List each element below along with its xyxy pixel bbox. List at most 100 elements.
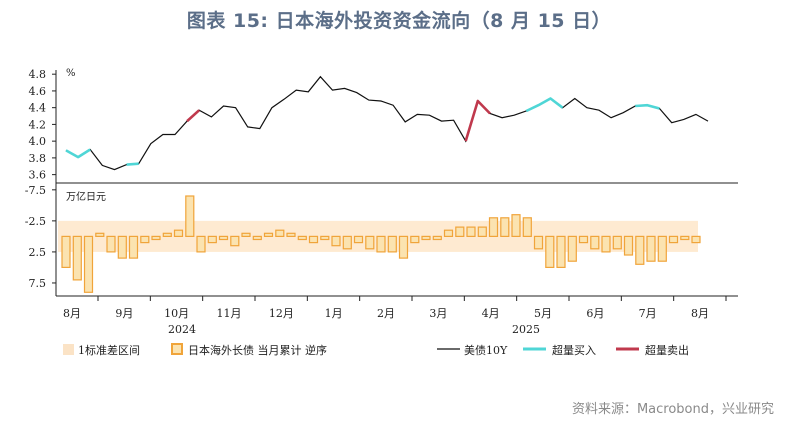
flow-bar	[140, 235, 150, 244]
flow-bar	[612, 235, 622, 250]
bottom-y-tick-label: -7.5	[25, 184, 46, 197]
flow-bar	[387, 235, 397, 253]
flow-bar	[545, 235, 555, 268]
bottom-panel: 万亿日元 -7.5 -2.5 2.5 7.5	[25, 183, 738, 297]
bottom-unit-label: 万亿日元	[66, 190, 106, 203]
x-month-label: 2月	[377, 307, 395, 320]
excess-buy-segment	[525, 97, 564, 113]
x-month-label: 11月	[217, 307, 242, 320]
flow-bar	[646, 235, 656, 262]
flow-bar	[623, 235, 634, 256]
flow-bar	[500, 217, 510, 238]
legend: 1标准差区间 日本海外长债 当月累计 逆序 美债10Y 超量买入 超量卖出	[63, 343, 689, 357]
legend-line-label: 美债10Y	[464, 343, 508, 357]
excess-buy-segment	[126, 162, 139, 166]
top-y-tick-label: 4.4	[29, 102, 47, 115]
flow-bar	[252, 235, 262, 241]
excess-sell-segment	[464, 99, 491, 142]
year-label-2024: 2024	[168, 323, 196, 336]
flow-bar	[421, 235, 431, 241]
flow-bar	[398, 235, 409, 259]
flow-bar	[353, 235, 364, 244]
year-label-2025: 2025	[512, 323, 540, 336]
flow-bar	[590, 235, 600, 250]
flow-bar	[511, 214, 521, 237]
legend-band-swatch	[63, 344, 74, 355]
x-month-label: 12月	[269, 307, 294, 320]
flow-bar	[635, 235, 645, 265]
source-note: 资料来源：Macrobond，兴业研究	[571, 402, 774, 417]
flow-bar	[320, 235, 330, 241]
chart-title: 图表 15: 日本海外投资资金流向（8 月 15 日）	[186, 10, 612, 32]
flow-bar	[567, 235, 577, 262]
flow-bar	[432, 235, 442, 241]
top-unit-label: %	[66, 68, 76, 79]
flow-bar	[218, 235, 229, 241]
flow-bar	[376, 235, 386, 253]
bottom-y-tick-label: 2.5	[29, 246, 47, 259]
flow-bar	[477, 226, 487, 238]
x-month-label: 7月	[639, 307, 657, 320]
flow-bar	[488, 217, 499, 238]
flow-bar	[342, 235, 352, 250]
flow-bar	[556, 235, 566, 268]
flow-bar	[522, 217, 532, 238]
flow-bar	[230, 235, 240, 247]
top-y-tick-label: 4.6	[29, 85, 47, 98]
top-y-tick-label: 4.0	[29, 135, 47, 148]
top-y-tick-label: 3.8	[29, 152, 47, 165]
top-y-tick-label: 4.2	[29, 118, 47, 131]
us10y-line	[65, 75, 709, 171]
flow-bar	[286, 232, 296, 238]
flow-bar	[207, 235, 217, 244]
legend-band-label: 1标准差区间	[78, 343, 140, 357]
flow-bar	[185, 195, 195, 238]
flow-bar	[297, 235, 307, 241]
flow-bar	[668, 235, 679, 244]
flow-bar	[241, 232, 251, 238]
x-month-label: 3月	[429, 307, 447, 320]
chart-svg: % 4.8 4.6 4.4 4.2 4.0 3.8 3.6 万亿日元 -7.5 -2.5 2.5…	[25, 68, 738, 357]
legend-bar-label: 日本海外长债 当月累计 逆序	[188, 343, 327, 357]
legend-bar-swatch	[171, 343, 183, 355]
flow-bar	[466, 226, 476, 238]
x-month-label: 1月	[325, 307, 343, 320]
x-month-label: 10月	[164, 307, 189, 320]
flow-bar	[680, 235, 690, 241]
flow-bar	[365, 235, 375, 250]
flow-bar	[410, 235, 420, 244]
flow-bar	[173, 229, 184, 237]
flow-bar	[95, 232, 105, 238]
x-month-label: 8月	[691, 307, 709, 320]
flow-bar	[83, 235, 94, 293]
flow-bar	[455, 226, 465, 238]
bottom-y-tick-label: 7.5	[29, 277, 47, 290]
flow-bar	[275, 229, 285, 237]
x-axis-ticks: 8月 9月 10月 11月 12月 1月 2月 3月 4月 5月 6月 7月 8月	[63, 296, 727, 320]
excess-sell-segment	[186, 109, 201, 123]
x-month-label: 9月	[115, 307, 133, 320]
flow-bar	[162, 232, 172, 238]
x-month-label: 8月	[63, 307, 81, 320]
flow-bar	[691, 235, 701, 244]
flow-bar	[331, 235, 341, 247]
x-month-label: 5月	[534, 307, 552, 320]
top-panel: % 4.8 4.6 4.4 4.2 4.0 3.8 3.6	[29, 68, 738, 184]
flow-bar	[308, 235, 319, 244]
legend-buy-label: 超量买入	[552, 343, 596, 357]
flow-bar	[106, 235, 116, 253]
flow-bar	[151, 235, 161, 241]
top-y-tick-label: 3.6	[29, 169, 47, 182]
top-y-tick-label: 4.8	[29, 68, 47, 81]
flow-bar	[443, 229, 454, 237]
flow-bar	[657, 235, 667, 262]
flow-bar	[196, 235, 206, 253]
flow-bar	[117, 235, 127, 259]
x-month-label: 4月	[482, 307, 500, 320]
flow-bar	[72, 235, 82, 281]
flow-bar	[61, 235, 71, 268]
excess-buy-segment	[635, 103, 660, 110]
bottom-y-tick-label: -2.5	[25, 215, 46, 228]
legend-sell-label: 超量卖出	[645, 343, 689, 357]
flow-bar	[128, 235, 139, 259]
